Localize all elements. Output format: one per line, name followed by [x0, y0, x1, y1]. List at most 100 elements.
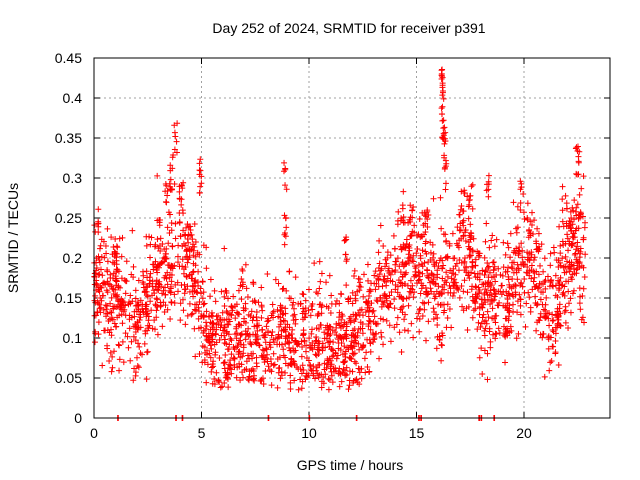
data-point: [357, 283, 364, 290]
data-point: [351, 273, 358, 280]
data-point: [159, 290, 166, 297]
data-point: [325, 357, 332, 364]
data-point: [472, 283, 479, 290]
data-point: [359, 330, 366, 337]
data-point: [285, 332, 292, 339]
data-point: [442, 231, 449, 238]
data-point: [250, 314, 257, 321]
data-point: [253, 308, 260, 315]
data-point: [125, 344, 132, 351]
data-point: [271, 361, 278, 368]
data-point: [269, 329, 276, 336]
data-point: [91, 339, 98, 346]
data-point: [383, 317, 390, 324]
data-point: [165, 209, 172, 216]
data-point: [577, 306, 584, 313]
data-point: [530, 278, 537, 285]
data-point: [327, 365, 334, 372]
data-point: [515, 267, 522, 274]
data-point: [289, 302, 296, 309]
data-point: [387, 300, 394, 307]
data-point: [527, 308, 534, 315]
data-point: [247, 313, 254, 320]
data-point: [268, 368, 275, 375]
data-point: [167, 186, 174, 193]
data-point: [264, 358, 271, 365]
data-point: [439, 117, 446, 124]
data-point: [438, 70, 445, 77]
data-point: [108, 309, 115, 316]
data-point: [190, 268, 197, 275]
data-point: [127, 292, 134, 299]
data-point: [128, 338, 135, 345]
data-point: [409, 207, 416, 214]
data-point: [439, 134, 446, 141]
data-point: [164, 188, 171, 195]
data-point: [154, 296, 161, 303]
data-point: [263, 323, 270, 330]
data-point: [254, 327, 261, 334]
data-point: [217, 384, 224, 391]
data-point: [219, 309, 226, 316]
data-point: [466, 252, 473, 259]
data-point: [341, 237, 348, 244]
data-point: [297, 376, 304, 383]
data-point: [349, 368, 356, 375]
data-point: [132, 302, 139, 309]
data-point: [299, 362, 306, 369]
data-point: [386, 322, 393, 329]
data-point: [169, 165, 176, 172]
data-point: [137, 314, 144, 321]
data-point: [224, 321, 231, 328]
data-point: [317, 301, 324, 308]
data-point: [556, 259, 563, 266]
data-point: [377, 294, 384, 301]
data-point: [563, 278, 570, 285]
data-point: [209, 338, 216, 345]
data-point: [318, 310, 325, 317]
data-point: [197, 290, 204, 297]
data-point: [520, 261, 527, 268]
data-point: [486, 292, 493, 299]
data-point: [498, 282, 505, 289]
data-point: [517, 186, 524, 193]
data-point: [300, 305, 307, 312]
data-point: [104, 302, 111, 309]
data-point: [176, 263, 183, 270]
data-point: [113, 278, 120, 285]
data-point: [173, 138, 180, 145]
data-point: [468, 286, 475, 293]
data-point: [109, 364, 116, 371]
data-point: [258, 302, 265, 309]
data-point: [535, 230, 542, 237]
data-point: [261, 359, 268, 366]
data-point: [510, 199, 517, 206]
data-point: [183, 253, 190, 260]
data-point: [444, 273, 451, 280]
data-point: [280, 352, 287, 359]
data-point: [215, 312, 222, 319]
data-point: [291, 348, 298, 355]
data-point: [368, 280, 375, 287]
data-point: [207, 354, 214, 361]
data-point: [171, 262, 178, 269]
data-point: [270, 308, 277, 315]
data-point: [517, 200, 524, 207]
data-point: [290, 317, 297, 324]
data-point: [248, 350, 255, 357]
data-point: [132, 369, 139, 376]
data-point: [95, 253, 102, 260]
data-point: [300, 327, 307, 334]
data-point: [444, 255, 451, 262]
data-point: [226, 361, 233, 368]
data-point: [190, 260, 197, 267]
data-point: [101, 279, 108, 286]
data-point: [568, 276, 575, 283]
data-point: [140, 309, 147, 316]
data-point: [369, 308, 376, 315]
data-point: [425, 272, 432, 279]
data-point: [470, 307, 477, 314]
data-point: [387, 271, 394, 278]
data-point: [567, 295, 574, 302]
data-point: [108, 368, 115, 375]
